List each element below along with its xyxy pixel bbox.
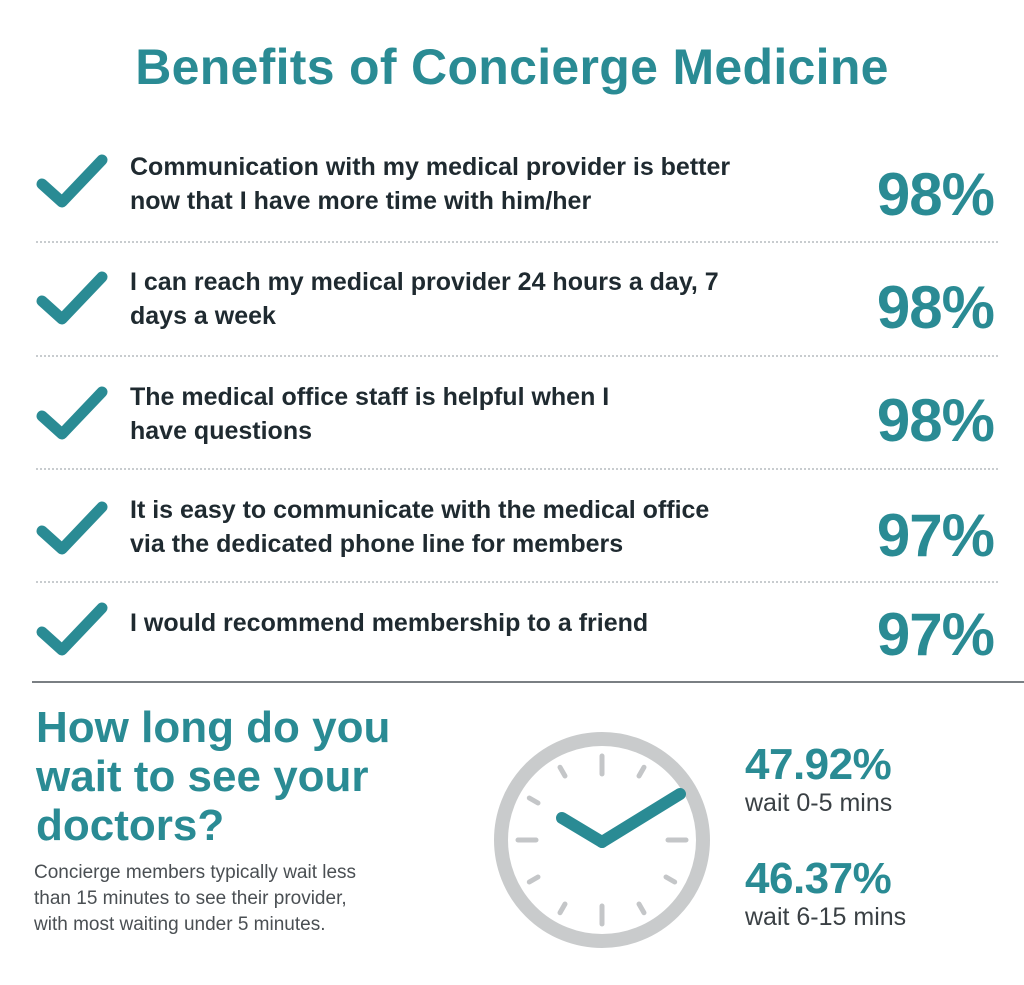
benefit-text: I would recommend membership to a friend bbox=[130, 606, 840, 640]
wait-description-line1: Concierge members typically wait less bbox=[34, 862, 357, 883]
wait-heading: How long do you wait to see your doctors… bbox=[36, 703, 496, 850]
wait-stat-2: 46.37% wait 6-15 mins bbox=[745, 856, 1005, 932]
check-icon bbox=[36, 598, 108, 658]
wait-stat-label: wait 6-15 mins bbox=[745, 903, 907, 931]
benefit-text-line1: I can reach my medical provider 24 hours… bbox=[130, 268, 719, 296]
wait-stat-value: 46.37% bbox=[745, 854, 892, 903]
benefit-text-line2: via the dedicated phone line for members bbox=[130, 530, 624, 558]
section-divider bbox=[32, 681, 1024, 683]
benefit-text-line1: Communication with my medical provider i… bbox=[130, 153, 731, 181]
benefit-text: Communication with my medical provider i… bbox=[130, 150, 840, 218]
wait-description: Concierge members typically wait less th… bbox=[34, 860, 474, 938]
benefit-text-line2: days a week bbox=[130, 302, 276, 330]
benefit-text-line1: The medical office staff is helpful when… bbox=[130, 383, 610, 411]
wait-heading-line2: wait to see your bbox=[36, 752, 369, 801]
wait-stat-value: 47.92% bbox=[745, 740, 892, 789]
benefit-row-3: The medical office staff is helpful when… bbox=[0, 370, 1024, 470]
check-icon bbox=[36, 382, 108, 442]
row-divider bbox=[36, 581, 998, 583]
benefit-text: The medical office staff is helpful when… bbox=[130, 380, 840, 448]
wait-heading-line3: doctors? bbox=[36, 801, 225, 850]
row-divider bbox=[36, 241, 998, 243]
page-title: Benefits of Concierge Medicine bbox=[135, 39, 889, 95]
wait-stat-label: wait 0-5 mins bbox=[745, 789, 893, 817]
wait-description-line3: with most waiting under 5 minutes. bbox=[34, 914, 326, 935]
clock-icon bbox=[492, 730, 712, 950]
benefit-text: It is easy to communicate with the medic… bbox=[130, 493, 840, 561]
benefit-text-line1: I would recommend membership to a friend bbox=[130, 609, 649, 637]
check-icon bbox=[36, 267, 108, 327]
row-divider bbox=[36, 355, 998, 357]
wait-heading-line1: How long do you bbox=[36, 703, 391, 752]
wait-description-line2: than 15 minutes to see their provider, bbox=[34, 888, 347, 909]
benefit-row-2: I can reach my medical provider 24 hours… bbox=[0, 255, 1024, 355]
benefit-row-1: Communication with my medical provider i… bbox=[0, 140, 1024, 240]
row-divider bbox=[36, 468, 998, 470]
check-icon bbox=[36, 150, 108, 210]
benefit-percent: 97% bbox=[876, 601, 995, 668]
benefit-text: I can reach my medical provider 24 hours… bbox=[130, 265, 840, 333]
benefit-percent: 97% bbox=[876, 502, 995, 569]
benefit-row-4: It is easy to communicate with the medic… bbox=[0, 483, 1024, 583]
benefit-row-5: I would recommend membership to a friend… bbox=[0, 592, 1024, 692]
benefit-text-line2: now that I have more time with him/her bbox=[130, 187, 592, 215]
benefit-percent: 98% bbox=[876, 387, 995, 454]
check-icon bbox=[36, 497, 108, 557]
benefit-text-line2: have questions bbox=[130, 417, 312, 445]
benefit-percent: 98% bbox=[876, 274, 995, 341]
wait-stat-1: 47.92% wait 0-5 mins bbox=[745, 742, 1005, 818]
benefit-percent: 98% bbox=[876, 161, 995, 228]
benefit-text-line1: It is easy to communicate with the medic… bbox=[130, 496, 710, 524]
